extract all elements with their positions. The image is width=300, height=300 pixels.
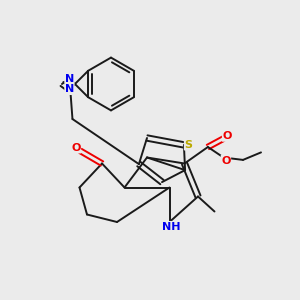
Text: N: N bbox=[65, 74, 74, 83]
Text: O: O bbox=[71, 143, 81, 153]
Text: N: N bbox=[65, 85, 74, 94]
Text: S: S bbox=[184, 140, 192, 150]
Text: O: O bbox=[221, 155, 231, 166]
Text: O: O bbox=[222, 131, 232, 141]
Text: NH: NH bbox=[162, 221, 180, 232]
